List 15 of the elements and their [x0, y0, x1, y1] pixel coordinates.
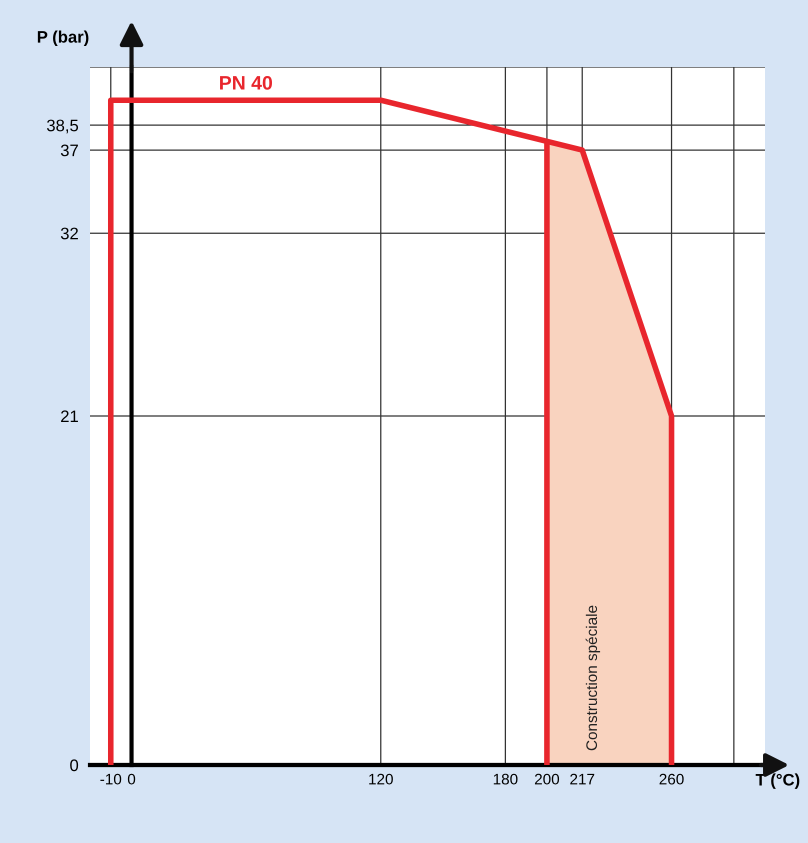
x-tick-label: 260 — [660, 774, 684, 785]
y-tick-label: 0 — [70, 759, 78, 772]
y-tick-label: 21 — [61, 410, 78, 422]
y-tick-label: 32 — [60, 228, 78, 240]
x-tick-label: -10 — [100, 774, 122, 785]
series-label: PN 40 — [220, 76, 272, 90]
x-tick-label: 180 — [494, 774, 518, 785]
annotation: Construction spéciale — [586, 606, 600, 750]
x-tick-label: 0 — [128, 774, 136, 785]
x-tick-label: 120 — [369, 774, 393, 785]
x-tick-label: 217 — [570, 774, 594, 784]
y-axis-title: P (bar) — [38, 30, 88, 46]
x-tick-label: 200 — [534, 774, 560, 785]
y-tick-label: 38,5 — [46, 120, 78, 134]
y-tick-label: 37 — [60, 144, 78, 156]
